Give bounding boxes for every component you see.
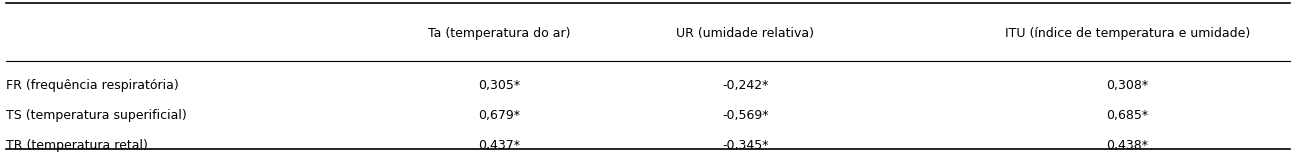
Text: 0,308*: 0,308* (1107, 79, 1148, 92)
Text: -0,242*: -0,242* (722, 79, 769, 92)
Text: -0,569*: -0,569* (722, 109, 769, 122)
Text: FR (frequência respiratória): FR (frequência respiratória) (6, 79, 179, 92)
Text: 0,438*: 0,438* (1107, 139, 1148, 152)
Text: ITU (índice de temperatura e umidade): ITU (índice de temperatura e umidade) (1004, 27, 1251, 40)
Text: 0,305*: 0,305* (478, 79, 520, 92)
Text: UR (umidade relativa): UR (umidade relativa) (677, 27, 814, 40)
Text: 0,437*: 0,437* (478, 139, 520, 152)
Text: TR (temperatura retal): TR (temperatura retal) (6, 139, 148, 152)
Text: 0,685*: 0,685* (1107, 109, 1148, 122)
Text: Ta (temperatura do ar): Ta (temperatura do ar) (428, 27, 570, 40)
Text: TS (temperatura superificial): TS (temperatura superificial) (6, 109, 187, 122)
Text: 0,679*: 0,679* (478, 109, 520, 122)
Text: -0,345*: -0,345* (722, 139, 769, 152)
